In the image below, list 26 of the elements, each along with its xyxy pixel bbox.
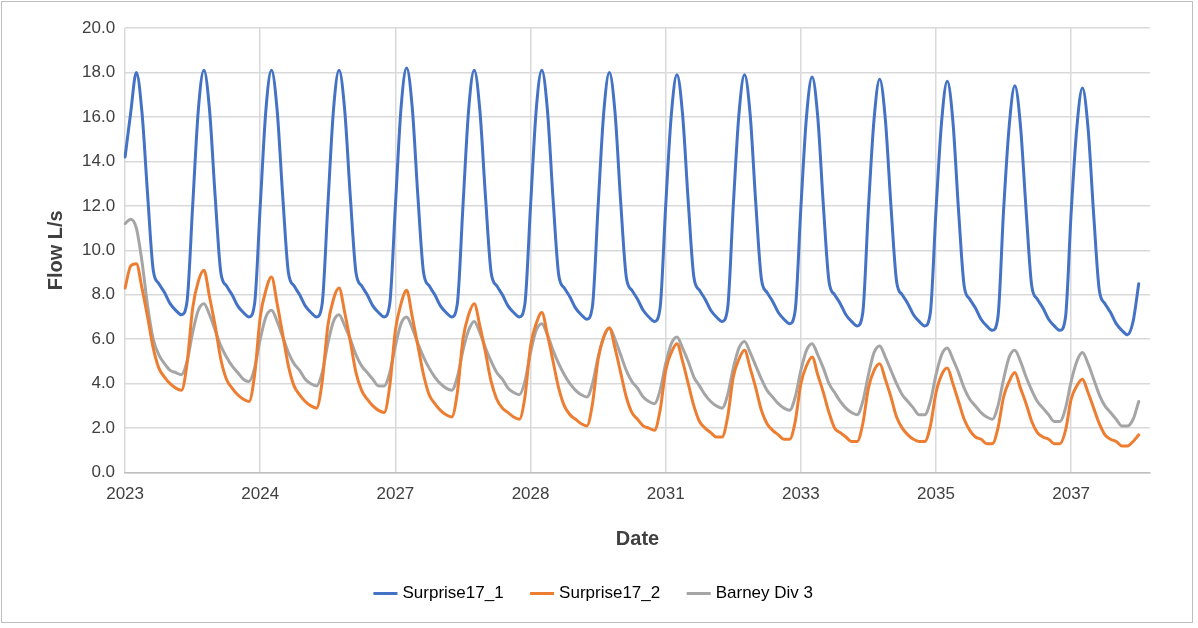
y-tick-label: 10.0 [81, 239, 116, 259]
x-tick-label: 2035 [917, 484, 955, 504]
legend-label: Barney Div 3 [715, 583, 814, 603]
x-tick-label: 2031 [646, 484, 685, 504]
y-tick-label: 8.0 [91, 284, 116, 304]
line-series [123, 66, 1141, 337]
x-tick-label: 2033 [781, 484, 820, 504]
y-tick-label: 2.0 [91, 417, 116, 437]
x-tick-label: 2037 [1052, 484, 1091, 504]
y-tick-label: 14.0 [81, 151, 116, 171]
y-tick-label: 0.0 [91, 462, 116, 482]
y-tick-label: 4.0 [91, 373, 116, 393]
x-tick-label: 2024 [241, 484, 280, 504]
y-tick-label: 18.0 [81, 62, 116, 82]
y-tick-label: 6.0 [91, 328, 116, 348]
legend-label: Surprise17_1 [402, 583, 504, 603]
x-axis-title: Date [615, 526, 660, 549]
y-tick-label: 20.0 [81, 17, 116, 37]
y-tick-label: 12.0 [81, 195, 116, 215]
line-series [123, 262, 1141, 448]
legend-label: Surprise17_2 [559, 583, 661, 603]
x-tick-label: 2027 [376, 484, 415, 504]
x-tick-label: 2028 [511, 484, 550, 504]
x-tick-label: 2023 [106, 484, 144, 504]
y-tick-label: 16.0 [81, 106, 116, 126]
y-axis-title: Flow L/s [43, 210, 66, 291]
